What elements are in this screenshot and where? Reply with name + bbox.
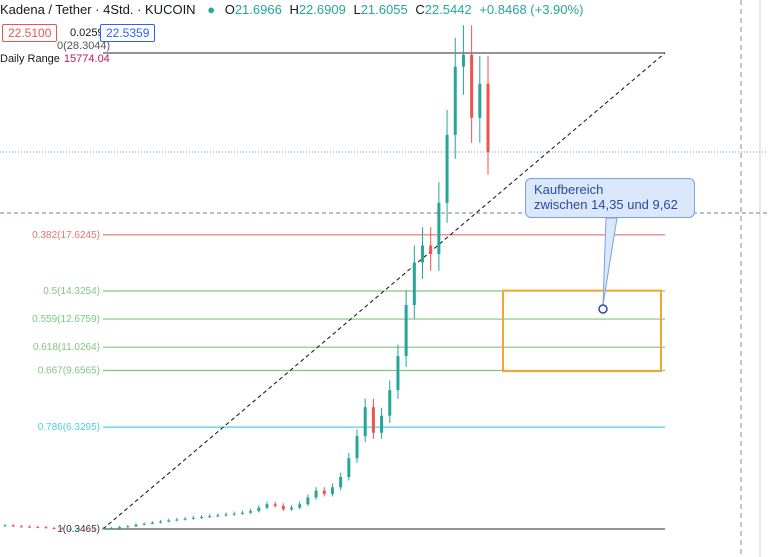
candle-body — [11, 525, 15, 527]
candle-body — [396, 356, 400, 391]
symbol-header: Kadena / Tether · 4Std. · KUCOIN ● O21.6… — [0, 2, 587, 17]
change-value: +0.8468 (+3.90%) — [479, 2, 584, 17]
candle-body — [191, 517, 195, 519]
candle-body — [159, 521, 163, 523]
candle-body — [404, 305, 408, 357]
candle-body — [388, 390, 392, 416]
candle-body — [249, 511, 253, 513]
callout-line-2: zwischen 14,35 und 9,62 — [534, 197, 678, 212]
candle-body — [265, 504, 269, 508]
open-label: O — [224, 2, 235, 17]
candle-body — [216, 515, 220, 517]
candle-body — [421, 245, 425, 263]
fib-label-0: 0(28.3044) — [57, 40, 111, 52]
candle-body — [339, 477, 343, 488]
candle-body — [273, 504, 277, 506]
spread-value: 0.0259 — [70, 27, 104, 39]
candle-body — [453, 66, 457, 135]
low-label: L — [353, 2, 361, 17]
symbol-title: Kadena / Tether · 4Std. · KUCOIN — [0, 2, 196, 17]
daily-range-label: Daily Range — [0, 53, 60, 65]
fib-label-0.618: 0.618(11.0264) — [33, 342, 100, 353]
right-axis-guides — [740, 0, 761, 557]
fib-trend-line — [102, 52, 666, 530]
candle-body — [199, 517, 203, 519]
market-status-dot-icon: ● — [207, 2, 216, 17]
candle-body — [347, 458, 351, 478]
candle-body — [68, 528, 72, 530]
candle-body — [306, 497, 310, 505]
fib-label-0.667: 0.667(9.6565) — [38, 365, 100, 376]
candle-body — [77, 528, 81, 530]
fib-label-0.559: 0.559(12.6759) — [32, 314, 100, 325]
candle-body — [486, 83, 490, 152]
candle-body — [314, 490, 318, 498]
candle-body — [118, 527, 122, 529]
buy-zone-callout[interactable]: Kaufbereich zwischen 14,35 und 9,62 — [525, 178, 695, 218]
buy-zone-box — [502, 289, 662, 373]
candle-body — [322, 490, 326, 495]
candle-body — [52, 528, 56, 530]
candle-body — [240, 512, 244, 514]
callout-anchor-icon — [598, 304, 608, 314]
candle-body — [150, 522, 154, 524]
daily-range: Daily Range 15774.04 — [0, 53, 110, 65]
candle-body — [126, 526, 130, 528]
callout-tail — [602, 217, 618, 306]
candle-body — [167, 520, 171, 522]
close-value: 22.5442 — [424, 2, 472, 17]
candle-body — [224, 514, 228, 516]
high-label: H — [289, 2, 299, 17]
close-label: C — [415, 2, 425, 17]
candle-body — [281, 505, 285, 510]
candle-body — [3, 525, 7, 527]
candle-body — [85, 528, 89, 530]
trend-line — [102, 52, 666, 530]
low-value: 21.6055 — [360, 2, 408, 17]
candle-body — [142, 523, 146, 525]
high-value: 22.6909 — [298, 2, 346, 17]
daily-range-value: 15774.04 — [63, 53, 110, 65]
candle-body — [93, 528, 97, 530]
candle-body — [380, 415, 384, 433]
candle-body — [60, 528, 64, 530]
fib-label-0.786: 0.786(6.3295) — [38, 422, 100, 433]
candle-body — [183, 518, 187, 520]
candle-body — [19, 526, 23, 528]
candle-body — [437, 202, 441, 254]
candle-body — [28, 526, 32, 528]
candle-body — [44, 527, 48, 529]
candle-body — [109, 528, 113, 530]
open-value: 21.6966 — [234, 2, 282, 17]
candle-body — [371, 407, 375, 433]
candle-body — [175, 519, 179, 521]
candle-body — [461, 54, 465, 67]
fib-label-0.382: 0.382(17.6245) — [32, 230, 100, 241]
candle-body — [355, 436, 359, 459]
candle-body — [101, 528, 105, 530]
candle-body — [412, 262, 416, 306]
candle-body — [298, 504, 302, 508]
buy-price-button[interactable]: 22.5359 — [100, 24, 156, 42]
candle-body — [478, 83, 482, 118]
candle-body — [232, 513, 236, 515]
candle-body — [134, 524, 138, 527]
candles — [3, 25, 490, 530]
candle-body — [36, 527, 40, 529]
fibonacci-labels: 0.382(17.6245) 0.5(14.3254) 0.559(12.6759)… — [32, 230, 100, 535]
candle-body — [208, 516, 212, 518]
candle-body — [290, 507, 294, 510]
candle-body — [470, 54, 474, 118]
candle-body — [257, 507, 261, 512]
callout-line-1: Kaufbereich — [534, 182, 604, 197]
candle-body — [330, 487, 334, 495]
buy-zone-rectangle[interactable] — [502, 289, 662, 373]
sell-price-button[interactable]: 22.5100 — [2, 24, 58, 42]
callout-pointer — [598, 217, 618, 314]
candle-body — [363, 407, 367, 437]
candle-body — [429, 245, 433, 254]
fib-label-0.5: 0.5(14.3254) — [43, 286, 100, 297]
candle-body — [445, 134, 449, 203]
